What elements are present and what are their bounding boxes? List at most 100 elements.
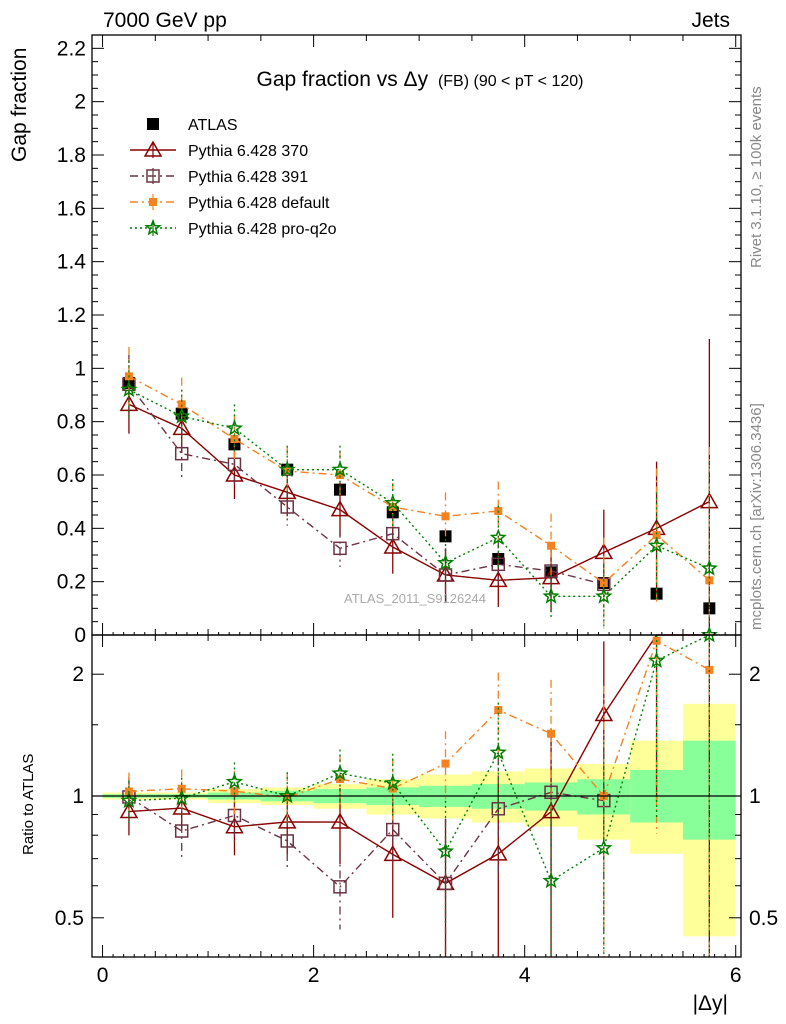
data-point-main <box>280 500 294 514</box>
data-point-main <box>491 557 506 572</box>
series-layer <box>119 339 719 957</box>
y-tick-label-main: 1.4 <box>57 251 87 274</box>
data-point-ratio <box>331 764 349 781</box>
x-tick-label: 0 <box>97 964 109 987</box>
chart-title-suffix: (FB) (90 < pT < 120) <box>438 73 584 90</box>
data-point-main <box>384 493 402 511</box>
series-line-main <box>128 403 710 582</box>
data-point-main <box>700 559 718 576</box>
y-tick-label-ratio: 2 <box>72 663 84 686</box>
legend-marker <box>144 218 162 236</box>
data-point-ratio <box>278 786 296 804</box>
data-point-main <box>277 482 297 500</box>
axes-layer: 0 2 4 6 0 0.2 0.4 0.6 0.8 1 1.2 1.4 1.6 1.8 2 2.2 0.5 0.5… <box>55 34 778 987</box>
series-3 <box>124 347 714 957</box>
data-point-main <box>647 536 666 553</box>
data-point-ratio <box>384 773 402 791</box>
y-tick-label-main: 1 <box>74 357 86 380</box>
data-point-ratio <box>225 772 244 790</box>
process-label: Jets <box>691 9 730 32</box>
data-point-ratio <box>595 839 613 856</box>
data-point-ratio <box>330 812 350 829</box>
data-point-ratio <box>441 759 450 768</box>
series-line-main <box>128 383 604 586</box>
data-point-main <box>652 531 661 539</box>
series-0 <box>122 377 716 615</box>
data-point-ratio <box>647 651 666 668</box>
data-point-main <box>330 500 350 517</box>
data-point-ratio <box>277 812 297 829</box>
y-tick-label-ratio: 0.5 <box>55 907 84 930</box>
data-point-ratio <box>494 705 503 714</box>
data-point-main <box>173 407 191 424</box>
legend-label: Pythia 6.428 pro-q2o <box>188 221 337 238</box>
series-1 <box>119 339 719 957</box>
legend-marker <box>143 140 163 157</box>
data-point-main <box>388 503 397 511</box>
data-point-main <box>386 526 400 541</box>
data-point-ratio <box>230 787 239 796</box>
y-tick-label-ratio-right: 2 <box>749 663 761 686</box>
series-line-main <box>128 375 710 584</box>
series-line-ratio <box>128 634 710 885</box>
data-point-main <box>488 570 508 588</box>
legend: ATLAS Pythia 6.428 370 Pythia 6.428 391 Pyt… <box>130 117 337 238</box>
data-point-main <box>705 576 714 585</box>
chart-title: Gap fraction vs Δy (FB) (90 < pT < 120) <box>257 68 584 91</box>
data-point-main <box>542 587 560 604</box>
data-point-main <box>230 435 239 443</box>
data-point-ratio <box>489 743 507 760</box>
series-line-main <box>128 389 710 598</box>
watermark: ATLAS_2011_S9126244 <box>344 591 486 606</box>
data-point-main <box>436 553 455 571</box>
legend-label: Pythia 6.428 391 <box>188 169 308 186</box>
data-point-ratio <box>541 802 561 819</box>
series-line-ratio <box>128 791 604 888</box>
x-tick-label: 6 <box>730 964 742 987</box>
chart-title-main: Gap fraction vs Δy <box>257 68 429 91</box>
data-point-main <box>489 528 507 545</box>
data-point-ratio <box>544 785 558 800</box>
legend-marker <box>149 198 157 206</box>
y-tick-label-main: 0.2 <box>57 571 86 594</box>
x-tick-label: 2 <box>308 964 320 987</box>
data-point-main <box>547 541 556 550</box>
data-point-ratio <box>547 729 556 738</box>
data-point-ratio <box>280 834 294 848</box>
y-tick-label-ratio-right: 0.5 <box>749 907 778 930</box>
data-point-ratio <box>333 880 347 894</box>
legend-label: Pythia 6.428 370 <box>188 143 308 160</box>
ratio-uncertainty-bands <box>102 703 736 937</box>
y-tick-label-main: 0.6 <box>57 464 86 487</box>
y-tick-label-main: 1.6 <box>57 197 86 220</box>
data-point-ratio <box>436 842 455 859</box>
series-line-ratio <box>128 639 710 799</box>
data-point-main <box>595 587 613 604</box>
y-tick-label-main: 2.2 <box>57 37 86 60</box>
x-tick-label: 4 <box>519 964 531 987</box>
energy-label: 7000 GeV pp <box>103 9 227 32</box>
legend-marker <box>146 169 160 183</box>
y-tick-label-main: 1.2 <box>57 304 86 327</box>
legend-label: ATLAS <box>188 117 238 134</box>
data-point-ratio <box>705 665 714 674</box>
data-point-ratio <box>120 791 138 809</box>
data-point-main <box>177 400 186 409</box>
data-point-main <box>174 446 189 461</box>
data-point-ratio <box>386 822 400 837</box>
y-tick-label-ratio: 1 <box>72 785 84 808</box>
y-tick-label-main: 0.4 <box>57 517 87 540</box>
series-2 <box>122 355 611 957</box>
data-point-main <box>225 419 244 436</box>
y-tick-label-main: 1.8 <box>57 144 86 167</box>
y-tick-label-main: 2 <box>74 91 86 114</box>
data-point-main <box>599 579 608 587</box>
data-point-main <box>331 460 349 477</box>
data-point-main <box>333 541 347 556</box>
data-point-ratio <box>335 775 344 784</box>
y-tick-label-main: 0 <box>74 624 86 647</box>
data-point-main <box>441 512 450 521</box>
series-line-ratio <box>128 634 710 882</box>
data-point-ratio <box>594 705 614 722</box>
